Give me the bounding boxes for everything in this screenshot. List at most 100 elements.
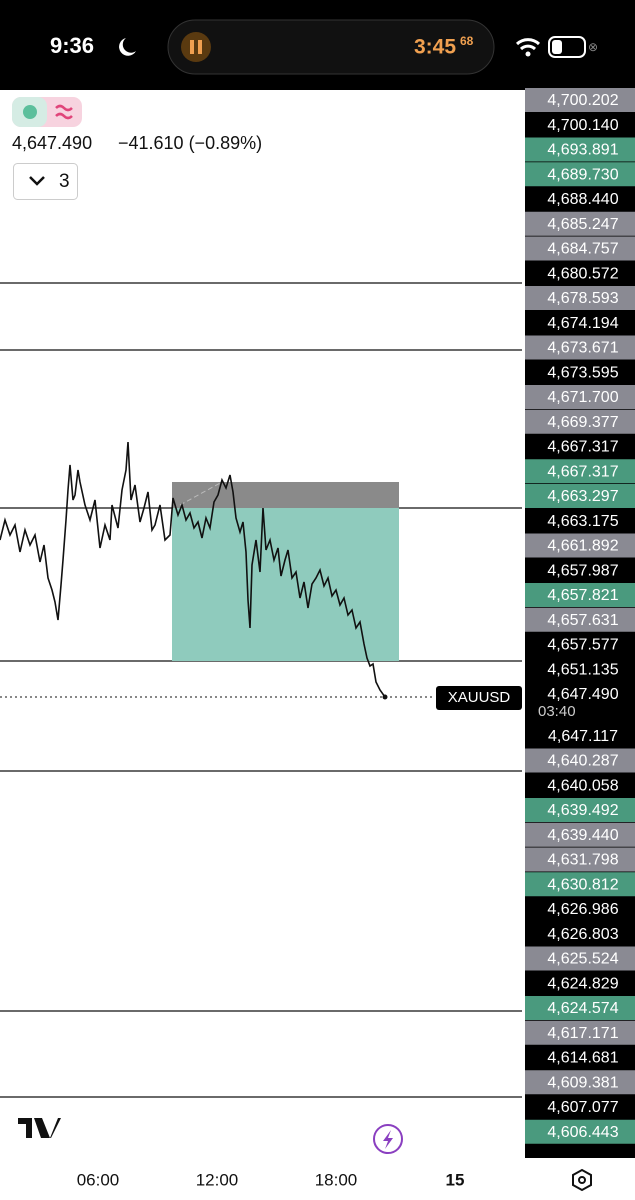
price-label: 4,678.593 <box>547 290 618 307</box>
tv-logo <box>18 1118 61 1138</box>
stop-zone <box>172 482 399 508</box>
price-label: 4,674.194 <box>547 315 618 332</box>
interval-button[interactable] <box>13 163 78 200</box>
target-zone <box>172 508 399 661</box>
price-label: 4,657.631 <box>547 612 618 629</box>
price-label: 4,647.117 <box>548 728 618 745</box>
price-label: 4,688.440 <box>547 191 618 208</box>
price-label: 4,640.058 <box>547 777 618 794</box>
price-label-bg <box>525 897 635 921</box>
price-label: 4,614.681 <box>547 1050 618 1067</box>
wifi-dot <box>525 51 531 57</box>
price-label-bg <box>525 607 635 632</box>
price-label: 4,625.524 <box>547 951 618 968</box>
price-label: 4,624.574 <box>547 1000 618 1017</box>
price-label-bg <box>525 162 635 187</box>
price-label: 4,607.077 <box>547 1099 618 1116</box>
wifi-icon <box>515 38 541 51</box>
price-label-bg <box>525 558 635 583</box>
price-label: 4,626.986 <box>547 901 618 918</box>
price-label-bg <box>525 748 635 773</box>
price-label-bg <box>525 583 635 607</box>
price-label: 4,640.287 <box>547 753 618 770</box>
price-label: 4,624.829 <box>547 975 618 992</box>
battery-plus: ⊗ <box>588 40 598 54</box>
price-label: 4,673.595 <box>547 364 618 381</box>
price-label-bg <box>525 847 635 872</box>
time-label: 06:00 <box>77 1170 120 1189</box>
price-label-bg <box>525 409 635 434</box>
price-label-bg <box>525 996 635 1020</box>
price-label-bg <box>525 459 635 484</box>
price-label: 4,606.443 <box>547 1124 618 1141</box>
timer-icon <box>181 32 211 62</box>
price-label-bg <box>525 88 635 112</box>
interval: 3 <box>59 171 70 192</box>
wave-icon <box>55 104 73 120</box>
time-label: 15 <box>446 1170 465 1189</box>
price-label-bg <box>525 822 635 847</box>
price-label: 4,651.135 <box>547 661 618 678</box>
price-label-bg <box>525 137 635 162</box>
price-label-bg <box>525 1045 635 1070</box>
price-label-bg <box>525 798 635 822</box>
price-label-bg <box>525 360 635 385</box>
price-label-bg <box>525 1020 635 1045</box>
price-label: 4,667.317 <box>547 463 618 480</box>
price-label: 4,663.297 <box>547 488 618 505</box>
price-label-bg <box>525 773 635 798</box>
price-change: −41.610 (−0.89%) <box>118 133 262 153</box>
symbol-tag <box>436 686 522 710</box>
price-label-bg <box>525 187 635 211</box>
price-label: 4,617.171 <box>547 1025 618 1042</box>
timer-fraction: 68 <box>460 34 474 48</box>
price-label: 4,639.440 <box>547 827 618 844</box>
last-point <box>382 694 388 700</box>
price-label-bg <box>525 1095 635 1119</box>
price-label-bg <box>525 211 635 236</box>
price-label-bg <box>525 1119 635 1144</box>
price-label: 4,663.175 <box>547 513 618 530</box>
price-label: 4,657.987 <box>547 562 618 579</box>
price-label-bg <box>525 657 635 682</box>
price-label-bg <box>525 533 635 558</box>
moon-icon <box>119 38 136 56</box>
price-label: 4,657.821 <box>547 587 618 604</box>
clock: 9:36 <box>50 33 94 58</box>
settings-icon[interactable] <box>572 1168 592 1192</box>
battery <box>548 36 586 58</box>
price-label-bg <box>525 723 635 748</box>
price-label: 4,693.891 <box>547 142 618 159</box>
price-label-bg <box>525 971 635 996</box>
price-label-bg <box>525 632 635 657</box>
price-label-bg <box>525 484 635 508</box>
lightning-icon <box>383 1130 393 1149</box>
price-label-bg <box>525 261 635 286</box>
time-label: 12:00 <box>196 1170 239 1189</box>
price-label: 4,673.671 <box>547 340 618 357</box>
price-label: 4,626.803 <box>547 926 618 943</box>
pause-bar <box>190 40 194 54</box>
price-label-bg <box>525 1070 635 1095</box>
price-label: 4,685.247 <box>547 216 618 233</box>
price-label: 4,609.381 <box>547 1074 618 1091</box>
price-label: 4,669.377 <box>547 414 618 431</box>
price-label-bg <box>525 335 635 360</box>
price-label: 4,639.492 <box>547 802 618 819</box>
price-label: 4,680.572 <box>547 265 618 282</box>
price-label: 4,667.317 <box>547 439 618 456</box>
time-label: 18:00 <box>315 1170 358 1189</box>
dynamic-island <box>167 19 495 75</box>
price-label-bg <box>525 434 635 459</box>
price-label: 4,631.798 <box>547 852 618 869</box>
price-label: 4,630.812 <box>547 876 618 893</box>
price-label-bg <box>525 946 635 971</box>
price-label: 4,657.577 <box>547 637 618 654</box>
timer: 3:45 <box>414 36 456 59</box>
price-label-bg <box>525 112 635 137</box>
status-dot <box>23 105 37 119</box>
price-label: 4,671.700 <box>547 389 618 406</box>
price-label-bg <box>525 385 635 409</box>
countdown: 03:40 <box>538 703 576 720</box>
